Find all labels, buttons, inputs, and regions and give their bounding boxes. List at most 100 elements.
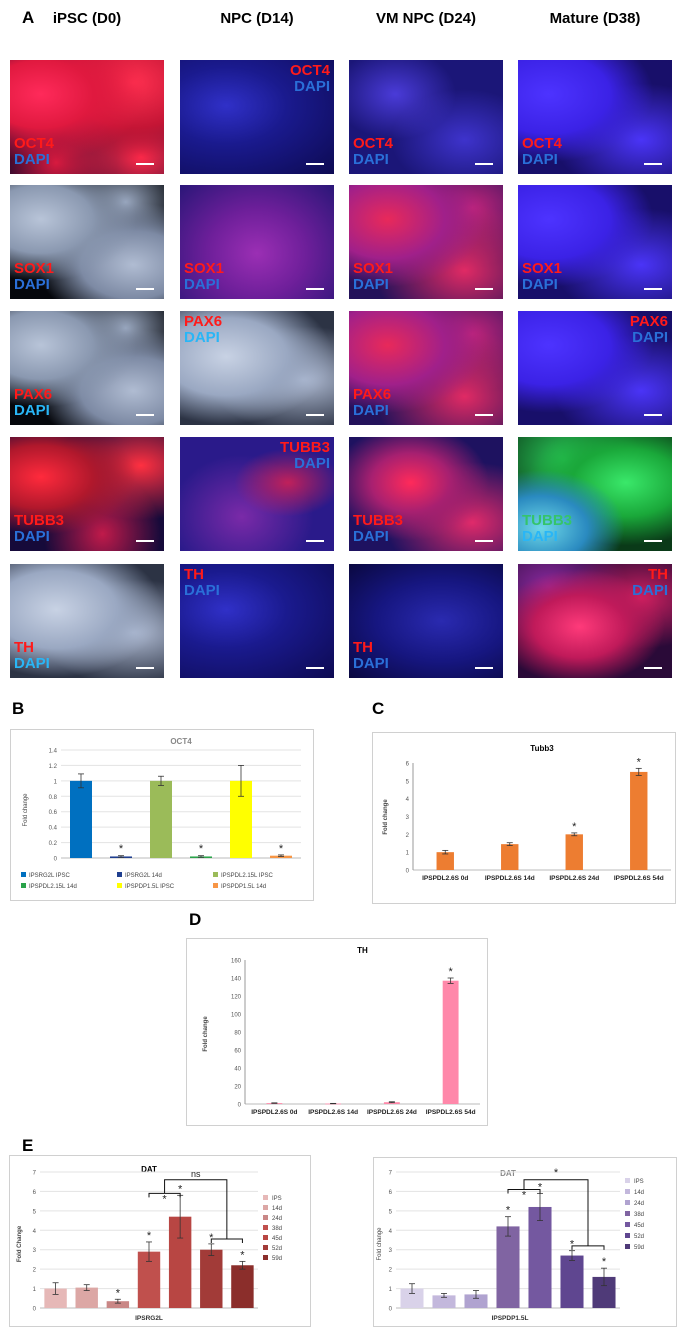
stain-label: TH DAPI: [353, 640, 389, 672]
y-tick-label: 1: [54, 779, 58, 785]
y-tick-label: 4: [33, 1229, 37, 1235]
stain-label: PAX6 DAPI: [630, 314, 668, 346]
legend-swatch: [625, 1233, 630, 1238]
marker-label: OCT4: [522, 135, 563, 152]
bar: [44, 1288, 67, 1308]
y-tick-label: 80: [234, 1031, 241, 1037]
legend-label: 38d: [272, 1226, 282, 1232]
marker-label: PAX6: [14, 386, 53, 403]
scale-bar: [136, 667, 154, 669]
y-tick-label: 3: [406, 815, 410, 821]
micrograph-th-1: TH DAPI: [10, 564, 164, 678]
legend-swatch: [263, 1205, 268, 1210]
micrograph-th-4: TH DAPI: [518, 564, 672, 678]
x-axis-label: IPSPDP1.5L: [492, 1315, 529, 1322]
stain-label: TUBB3 DAPI: [353, 513, 403, 545]
x-tick-label: IPSPDL2.6S 24d: [549, 875, 599, 882]
micrograph-tubb3-2: TUBB3 DAPI: [180, 437, 334, 551]
bar: [432, 1295, 456, 1308]
marker-label: TH: [353, 639, 373, 656]
chart-e1-box: DAT 0 1 2 3 4 5 6 7 Fold Change * * * * * IPSRG2L * ns IPS…: [9, 1155, 311, 1327]
marker-label: TUBB3: [14, 512, 65, 529]
marker-label: SOX1: [353, 260, 394, 277]
marker-label: TH: [648, 566, 668, 583]
panel-c-letter: C: [372, 699, 385, 718]
x-tick-label: IPSPDL2.6S 54d: [426, 1109, 476, 1116]
dapi-label: DAPI: [632, 582, 668, 599]
scale-bar: [644, 163, 662, 165]
micrograph-th-3: TH DAPI: [349, 564, 503, 678]
marker-label: OCT4: [353, 135, 394, 152]
bar: [200, 1249, 223, 1308]
legend-label: IPSRG2L 14d: [125, 873, 162, 879]
marker-label: PAX6: [184, 313, 223, 330]
bar: [565, 834, 583, 870]
y-axis-label: Fold Change: [17, 1225, 23, 1262]
y-tick-label: 5: [406, 779, 410, 785]
column-header: Mature (D38): [549, 10, 641, 27]
panel-a-letter: A: [22, 8, 35, 27]
legend-label: 52d: [634, 1234, 644, 1240]
scale-bar: [644, 414, 662, 416]
y-tick-label: 40: [234, 1067, 241, 1073]
micrograph-pax6-2: PAX6 DAPI: [180, 311, 334, 425]
significance-star: *: [119, 843, 124, 855]
scale-bar: [306, 667, 324, 669]
scale-bar: [475, 288, 493, 290]
scale-bar: [475, 667, 493, 669]
micrograph-th-2: TH DAPI: [180, 564, 334, 678]
y-tick-label: 2: [406, 833, 410, 839]
x-tick-label: IPSPDL2.6S 14d: [308, 1109, 358, 1116]
stain-label: OCT4 DAPI: [14, 136, 54, 168]
dapi-label: DAPI: [353, 276, 389, 293]
legend-swatch: [625, 1211, 630, 1216]
column-header: VM NPC (D24): [375, 10, 476, 27]
ns-connector: [164, 1179, 228, 1240]
legend-swatch: [117, 883, 122, 888]
bar: [230, 780, 252, 858]
x-axis-label: IPSRG2L: [135, 1315, 163, 1322]
bracket-star: *: [522, 1189, 527, 1201]
micrograph-pax6-1: PAX6 DAPI: [10, 311, 164, 425]
bar: [442, 980, 459, 1104]
significance-star: *: [448, 966, 453, 978]
bar: [168, 1216, 192, 1308]
dapi-label: DAPI: [353, 528, 389, 545]
y-tick-label: 0: [33, 1307, 37, 1313]
legend-label: 24d: [634, 1201, 644, 1207]
marker-label: TH: [184, 566, 204, 583]
significance-star: *: [538, 1181, 543, 1193]
micrograph-pax6-3: PAX6 DAPI: [349, 311, 503, 425]
dapi-label: DAPI: [294, 455, 330, 472]
significance-star: *: [637, 756, 642, 768]
comparison-bracket: [507, 1188, 541, 1194]
stain-label: TH DAPI: [14, 640, 50, 672]
significance-star: *: [602, 1256, 607, 1268]
significance-star: *: [506, 1205, 511, 1217]
stain-label: SOX1 DAPI: [184, 261, 224, 293]
y-tick-label: 4: [389, 1229, 393, 1235]
chart-c-box: Tubb3 0 1 2 3 4 5 6 Fold change IPSPDL2.6S 0d IPSP…: [372, 732, 676, 904]
bar: [496, 1226, 520, 1308]
ns-label: ns: [191, 1169, 201, 1179]
significance-star: *: [199, 843, 204, 855]
connector-bracket: [523, 1179, 589, 1246]
chart-title: TH: [357, 946, 368, 955]
scale-bar: [136, 288, 154, 290]
legend-swatch: [213, 883, 218, 888]
dapi-label: DAPI: [632, 329, 668, 346]
significance-star: *: [147, 1230, 152, 1242]
legend-swatch: [625, 1189, 630, 1194]
legend-label: 52d: [272, 1246, 282, 1252]
dat-ipsrg2l-chart: DAT 0 1 2 3 4 5 6 7 Fold Change * * * * * IPSRG2L * ns IPS…: [17, 1165, 282, 1322]
y-tick-label: 100: [231, 1013, 242, 1019]
y-tick-label: 0: [406, 869, 410, 875]
stain-label: TUBB3 DAPI: [522, 513, 572, 545]
y-tick-label: 0.6: [49, 810, 58, 816]
bracket-star: *: [554, 1167, 559, 1179]
y-tick-label: 6: [389, 1190, 393, 1196]
legend-label: IPSPDP1.5L 14d: [221, 884, 266, 890]
stain-label: TH DAPI: [184, 567, 220, 599]
stain-label: TUBB3 DAPI: [280, 440, 330, 472]
legend-swatch: [213, 872, 218, 877]
